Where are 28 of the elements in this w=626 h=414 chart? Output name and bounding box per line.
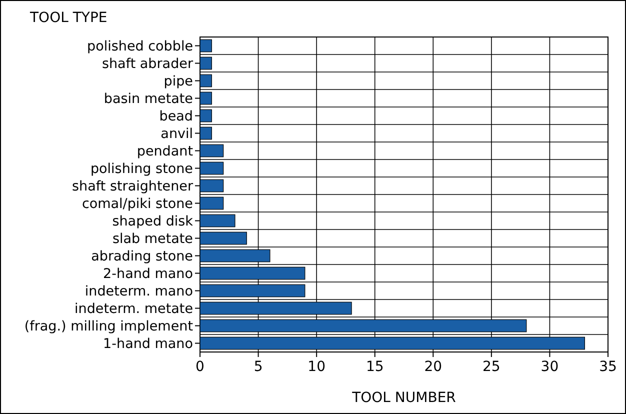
y-tick-label: abrading stone	[91, 248, 193, 264]
x-tick-label: 15	[366, 359, 384, 375]
y-tick-label: indeterm. metate	[74, 300, 193, 317]
y-tick-label: basin metate	[104, 90, 193, 107]
x-tick-label: 10	[308, 359, 326, 375]
y-tick-label: 2-hand mano	[103, 266, 193, 282]
y-tick-label: shaft straightener	[72, 178, 194, 194]
y-tick-label: 1-hand mano	[103, 336, 193, 352]
x-tick-label: 35	[599, 359, 617, 375]
y-tick-label: shaft abrader	[102, 56, 194, 72]
x-axis-title: TOOL NUMBER	[351, 390, 456, 406]
y-tick-label: pipe	[164, 73, 193, 90]
x-tick-label: 20	[424, 359, 442, 375]
y-tick-label: slab metate	[112, 230, 193, 247]
x-tick-label: 5	[254, 359, 263, 375]
y-tick-label: pendant	[136, 143, 193, 160]
y-tick-label: bead	[159, 108, 193, 124]
y-tick-label: (frag.) milling implement	[24, 318, 193, 334]
y-tick-label: shaped disk	[112, 213, 194, 230]
x-tick-label: 30	[540, 359, 559, 375]
x-tick-label: 0	[196, 359, 204, 375]
x-tick-label: 25	[482, 359, 500, 375]
y-tick-label: polishing stone	[90, 160, 193, 177]
y-tick-label: anvil	[160, 126, 193, 142]
y-tick-label: polished cobble	[87, 38, 193, 54]
y-axis-title: TOOL TYPE	[29, 10, 108, 26]
y-tick-label: indeterm. mano	[84, 283, 193, 300]
y-tick-label: comal/piki stone	[82, 196, 193, 212]
